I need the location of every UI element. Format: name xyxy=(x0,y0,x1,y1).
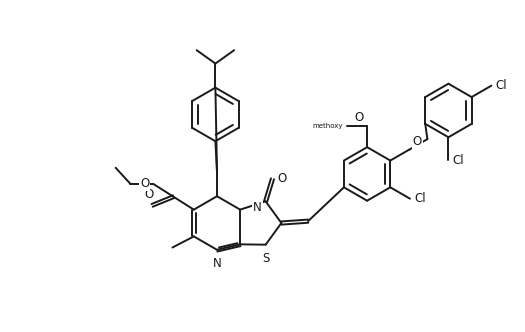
Text: O: O xyxy=(144,189,154,202)
Text: N: N xyxy=(213,257,222,270)
Text: O: O xyxy=(277,172,287,185)
Text: Cl: Cl xyxy=(414,192,426,205)
Text: O: O xyxy=(140,177,149,190)
Text: methoxy: methoxy xyxy=(312,123,343,129)
Text: O: O xyxy=(413,135,422,148)
Text: Cl: Cl xyxy=(495,79,507,92)
Text: N: N xyxy=(253,201,262,214)
Text: S: S xyxy=(262,252,269,265)
Text: Cl: Cl xyxy=(453,153,464,167)
Text: O: O xyxy=(354,111,363,124)
